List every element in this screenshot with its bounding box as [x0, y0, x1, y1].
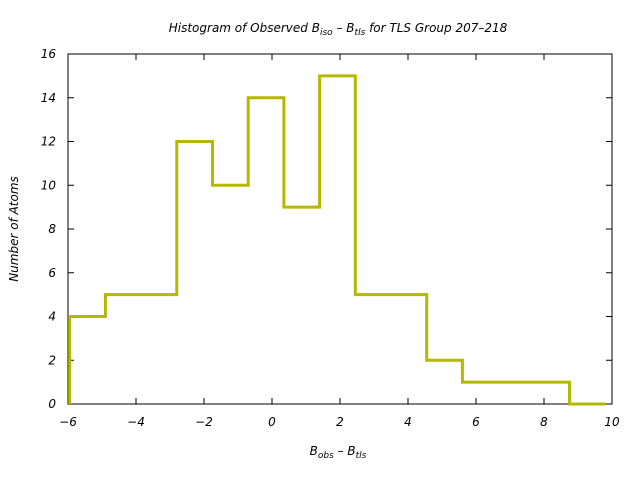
- y-tick-label: 14: [41, 91, 56, 105]
- y-tick-label: 6: [48, 266, 56, 280]
- y-tick-label: 10: [41, 178, 57, 192]
- y-tick-label: 16: [41, 47, 57, 61]
- histogram-bin: [213, 185, 249, 404]
- x-axis-title-prefix: B: [310, 444, 318, 458]
- histogram-bin: [70, 317, 106, 405]
- histogram-bin: [177, 142, 213, 405]
- y-axis-title: Number of Atoms: [7, 176, 21, 282]
- histogram-bin: [462, 382, 498, 404]
- y-tick-label: 0: [48, 397, 56, 411]
- histogram-bin: [248, 98, 284, 404]
- x-tick-label: 0: [268, 415, 276, 429]
- x-tick-label: 10: [604, 415, 620, 429]
- chart-title-prefix: Histogram of Observed B: [169, 21, 320, 35]
- chart-title-sub1: iso: [320, 28, 333, 38]
- x-axis-title: Bobs – Btls: [310, 444, 367, 461]
- histogram-bin: [391, 295, 427, 404]
- y-tick-label: 4: [48, 310, 56, 324]
- chart-title-sub2: tls: [355, 28, 366, 38]
- histogram-outline: [68, 74, 606, 406]
- y-tick-label: 2: [48, 353, 56, 367]
- x-axis-title-middle: – B: [334, 444, 356, 458]
- chart-title-middle: – B: [333, 21, 355, 35]
- histogram-bin: [534, 382, 570, 404]
- histogram-bin: [105, 295, 141, 404]
- histogram-bin: [427, 360, 463, 404]
- histogram-bin: [320, 76, 356, 404]
- histogram-bin: [284, 207, 320, 404]
- x-tick-label: 8: [540, 415, 548, 429]
- chart-title-suffix: for TLS Group 207–218: [365, 21, 507, 35]
- y-tick-label: 12: [41, 135, 56, 149]
- x-tick-label: 2: [336, 415, 344, 429]
- x-tick-label: −2: [195, 415, 213, 429]
- x-axis-title-sub1: obs: [318, 451, 334, 461]
- histogram-bin: [498, 382, 534, 404]
- x-tick-label: −6: [59, 415, 77, 429]
- x-axis-title-sub2: tls: [356, 451, 367, 461]
- x-tick-label: 6: [472, 415, 480, 429]
- x-tick-label: −4: [127, 415, 145, 429]
- y-tick-label: 8: [48, 222, 56, 236]
- histogram-bin: [141, 295, 177, 404]
- chart-title: Histogram of Observed Biso – Btls for TL…: [169, 21, 508, 38]
- histogram-bin: [355, 295, 391, 404]
- x-tick-label: 4: [404, 415, 412, 429]
- plot-frame: [67, 53, 613, 405]
